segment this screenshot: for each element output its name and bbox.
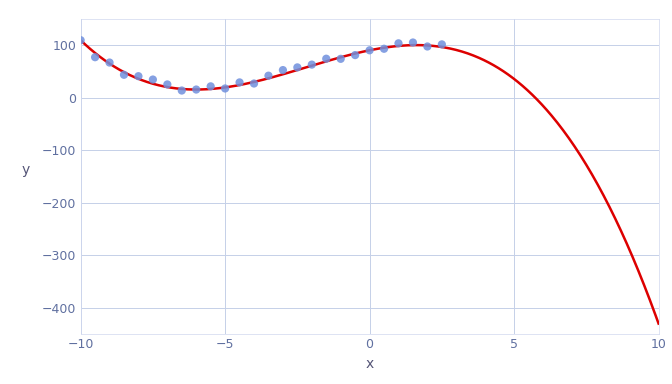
Point <box>278 67 288 73</box>
Point <box>263 73 274 79</box>
Point <box>104 60 115 66</box>
Point <box>249 80 259 86</box>
Point <box>147 76 158 83</box>
X-axis label: x: x <box>366 357 374 371</box>
Point <box>364 47 375 53</box>
Point <box>393 40 404 46</box>
Point <box>75 37 86 43</box>
Point <box>162 81 173 88</box>
Point <box>205 83 216 89</box>
Point <box>176 88 187 94</box>
Point <box>349 52 360 58</box>
Point <box>378 46 389 52</box>
Point <box>292 64 302 70</box>
Point <box>407 40 418 46</box>
Point <box>234 79 245 86</box>
Point <box>133 73 144 79</box>
Point <box>335 56 346 62</box>
Point <box>306 61 317 68</box>
Point <box>118 72 129 78</box>
Y-axis label: y: y <box>22 163 30 177</box>
Point <box>321 56 331 62</box>
Point <box>191 86 202 93</box>
Point <box>437 41 448 48</box>
Point <box>89 54 100 60</box>
Point <box>220 85 230 91</box>
Point <box>422 43 433 50</box>
